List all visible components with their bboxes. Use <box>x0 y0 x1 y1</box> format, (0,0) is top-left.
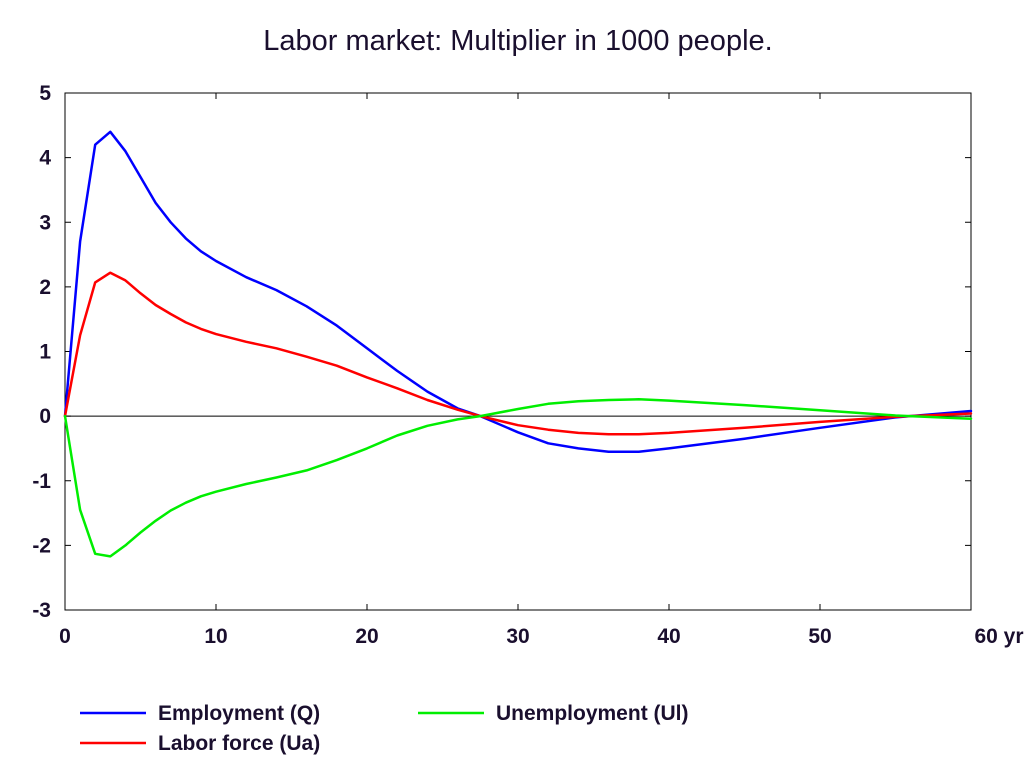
x-tick-label: 40 <box>657 625 680 648</box>
y-tick-label: 2 <box>39 276 51 299</box>
x-tick-label: 10 <box>204 625 227 648</box>
y-tick-label: 5 <box>39 82 51 105</box>
x-tick-label: 20 <box>355 625 378 648</box>
y-tick-label: 3 <box>39 211 51 234</box>
x-tick-label: 30 <box>506 625 529 648</box>
x-axis: 0 10 20 30 40 50 60 yr <box>59 93 1024 648</box>
series-layer <box>63 130 973 558</box>
legend-label-0: Employment (Q) <box>158 702 320 725</box>
series-line-2 <box>63 398 973 558</box>
y-tick-label: -2 <box>32 534 51 557</box>
plot-frame <box>64 92 972 611</box>
y-axis: 5 4 3 2 1 0 -1 -2 -3 <box>32 82 971 622</box>
y-tick-label: -1 <box>32 470 51 493</box>
y-tick-label: 1 <box>39 341 51 364</box>
y-tick-label: 4 <box>39 147 51 170</box>
x-tick-label: 0 <box>59 625 71 648</box>
legend-label-2: Unemployment (Ul) <box>496 702 689 725</box>
legend-label-1: Labor force (Ua) <box>158 732 320 755</box>
series-line-0 <box>63 130 973 453</box>
series-line-1 <box>63 271 973 436</box>
y-tick-label: -3 <box>32 599 51 622</box>
chart-title: Labor market: Multiplier in 1000 people. <box>263 25 772 57</box>
legend: Employment (Q) Labor force (Ua) Unemployme… <box>80 702 689 755</box>
y-tick-label: 0 <box>39 405 51 428</box>
x-tick-label: 60 yr <box>974 625 1023 648</box>
x-tick-label: 50 <box>808 625 831 648</box>
